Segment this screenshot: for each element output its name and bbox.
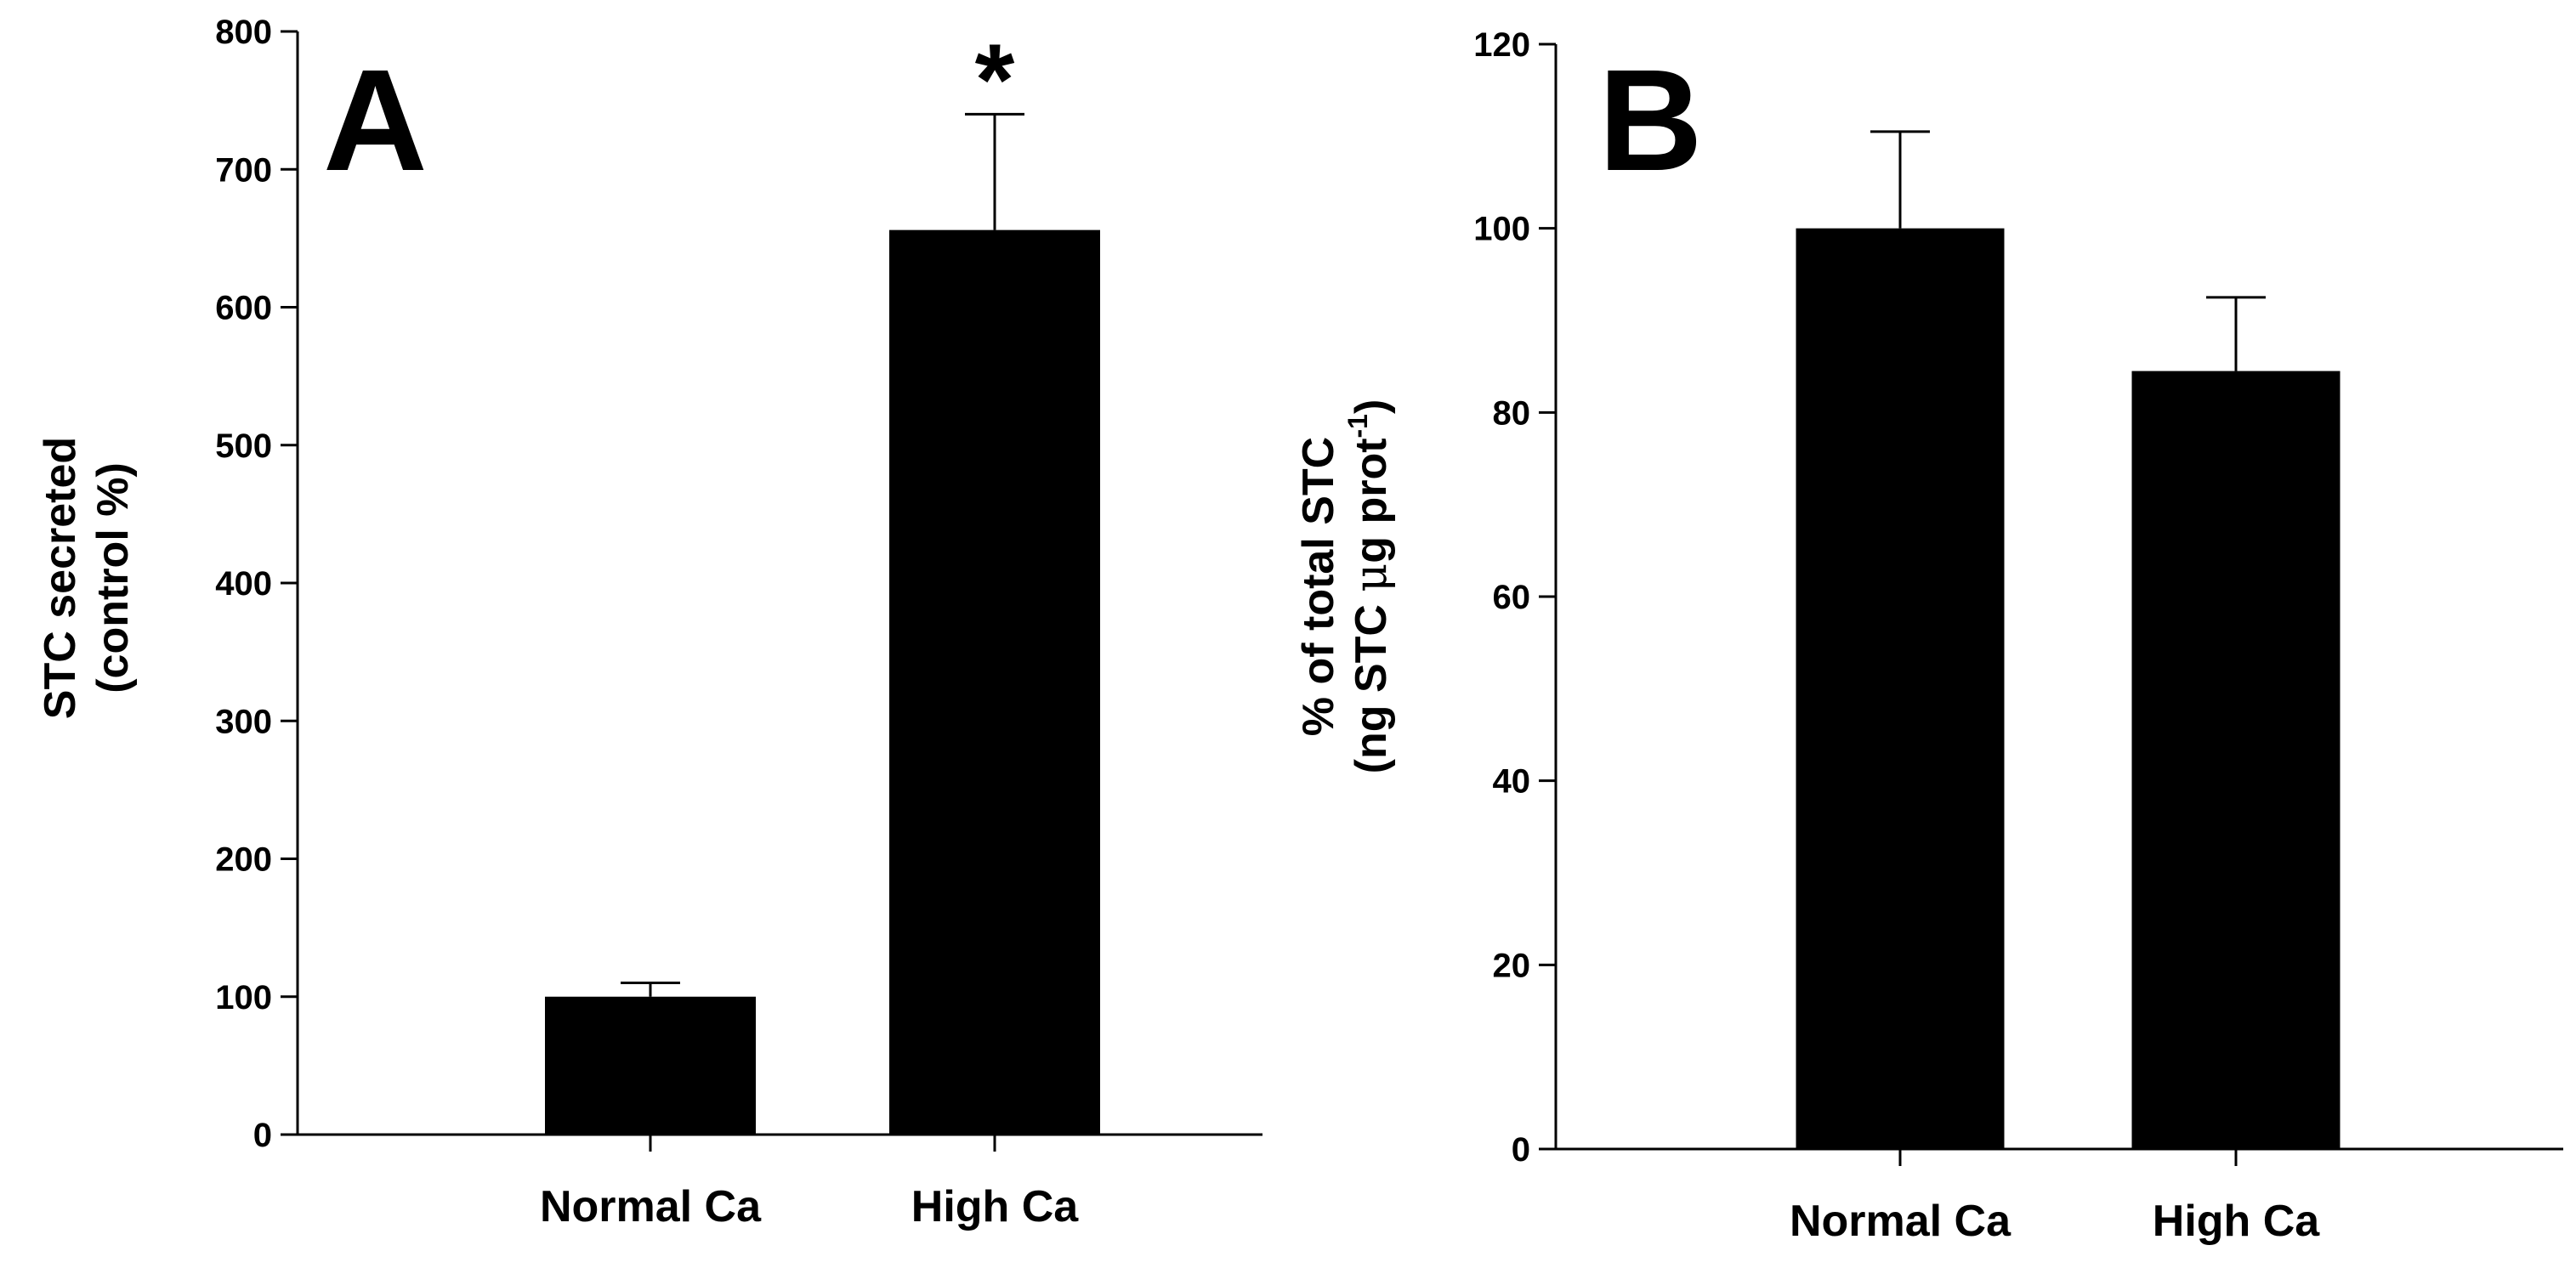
chart-a-y-tick-label: 800 xyxy=(215,14,272,51)
chart-b-panel-label: B xyxy=(1598,40,1703,201)
chart-b-bar-normal-ca xyxy=(1796,228,2005,1150)
chart-b-ylabel-line1: % of total STC xyxy=(1294,437,1343,736)
chart-a-axes xyxy=(296,31,1262,1136)
chart-b-y-tick-label: 80 xyxy=(1493,394,1531,432)
chart-b-axes xyxy=(1554,44,2563,1151)
chart-a-y-tick-label: 300 xyxy=(215,703,272,740)
chart-a-ylabel-line1: STC secreted xyxy=(36,437,85,719)
chart-b-ylabel-sup: -1 xyxy=(1342,414,1373,438)
chart-a-y-tick-label: 600 xyxy=(215,290,272,327)
chart-a-bar-high-ca xyxy=(889,229,1100,1135)
chart-a-y-tick-label: 700 xyxy=(215,151,272,189)
chart-b-ylabel-mu: μ xyxy=(1346,563,1397,592)
chart-a-y-tick-label: 200 xyxy=(215,841,272,879)
chart-a: 0 100 200 300 400 500 600 700 800 Normal Ca High … xyxy=(36,14,1262,1231)
chart-b-x-tick-label: Normal Ca xyxy=(1790,1197,2011,1246)
chart-a-y-tick-label: 400 xyxy=(215,565,272,603)
chart-b-y-tick-label: 100 xyxy=(1473,211,1530,248)
chart-a-panel-label: A xyxy=(323,40,428,201)
chart-b-x-tick-label: High Ca xyxy=(2153,1197,2321,1246)
chart-b-bar-high-ca xyxy=(2131,371,2341,1149)
chart-a-y-axis-label: STC secreted (control %) xyxy=(36,437,138,719)
chart-a-y-tick-label: 500 xyxy=(215,427,272,465)
chart-a-ylabel-line2: (control %) xyxy=(88,462,138,693)
chart-b-y-tick-label: 20 xyxy=(1493,947,1531,984)
chart-b-ylabel-line2-pre: (ng STC xyxy=(1347,592,1396,774)
chart-b-ylabel-line2-mid: g prot xyxy=(1347,438,1396,563)
chart-b-y-tick-label: 60 xyxy=(1493,579,1531,616)
chart-b-x-ticks: Normal Ca High Ca xyxy=(1790,1149,2320,1246)
chart-a-x-tick-label: High Ca xyxy=(911,1182,1080,1231)
chart-b-y-tick-label: 40 xyxy=(1493,763,1531,801)
chart-a-bar-normal-ca xyxy=(545,996,756,1135)
chart-b-y-tick-label: 120 xyxy=(1473,26,1530,64)
chart-b-ylabel-line2: (ng STC μg prot-1) xyxy=(1342,399,1397,774)
chart-a-x-ticks: Normal Ca High Ca xyxy=(540,1135,1079,1231)
chart-b-y-ticks: 0 20 40 60 80 100 120 xyxy=(1473,26,1556,1169)
chart-a-x-tick-label: Normal Ca xyxy=(540,1182,762,1231)
chart-a-bars xyxy=(545,229,1100,1135)
chart-a-y-ticks: 0 100 200 300 400 500 600 700 800 xyxy=(215,14,298,1154)
chart-a-error-bars xyxy=(621,112,1024,997)
chart-b: 0 20 40 60 80 100 120 Normal Ca High Ca B % of … xyxy=(1294,26,2563,1246)
chart-a-y-tick-label: 100 xyxy=(215,979,272,1016)
chart-b-ylabel-line2-post: ) xyxy=(1347,399,1396,414)
chart-a-y-tick-label: 0 xyxy=(253,1117,272,1154)
chart-b-y-tick-label: 0 xyxy=(1512,1131,1530,1169)
chart-a-significance-marker: * xyxy=(975,23,1015,137)
chart-b-error-bars xyxy=(1870,130,2266,371)
chart-b-y-axis-label: % of total STC (ng STC μg prot-1) xyxy=(1294,399,1397,774)
chart-b-bars xyxy=(1796,228,2341,1150)
